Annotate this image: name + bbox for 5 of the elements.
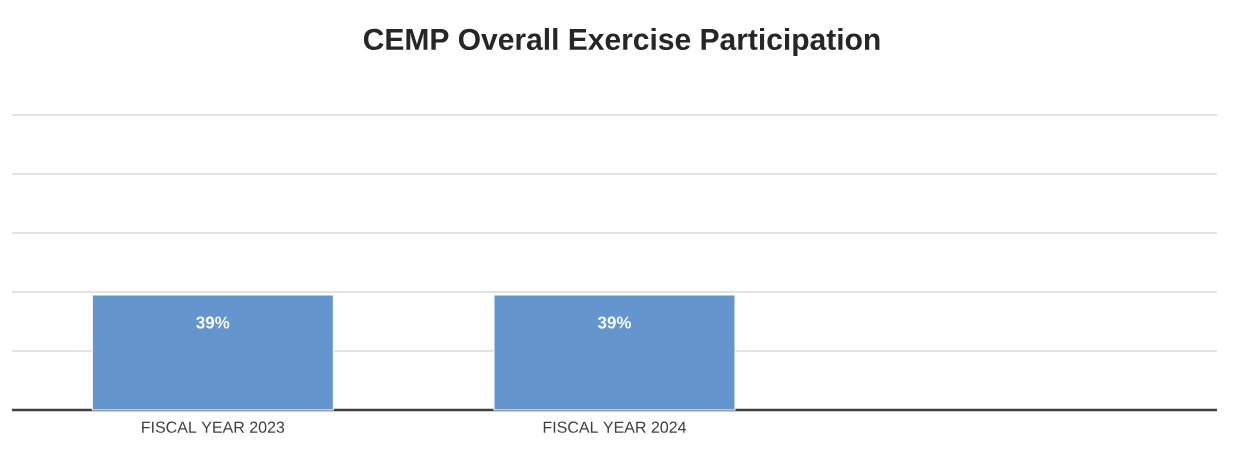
data-label: 39% [196,316,230,329]
x-tick-label: FISCAL YEAR 2024 [543,421,687,433]
chart-title: CEMP Overall Exercise Participation [363,28,880,56]
data-label: 39% [597,316,632,329]
x-tick-label: FISCAL YEAR 2023 [142,421,285,433]
